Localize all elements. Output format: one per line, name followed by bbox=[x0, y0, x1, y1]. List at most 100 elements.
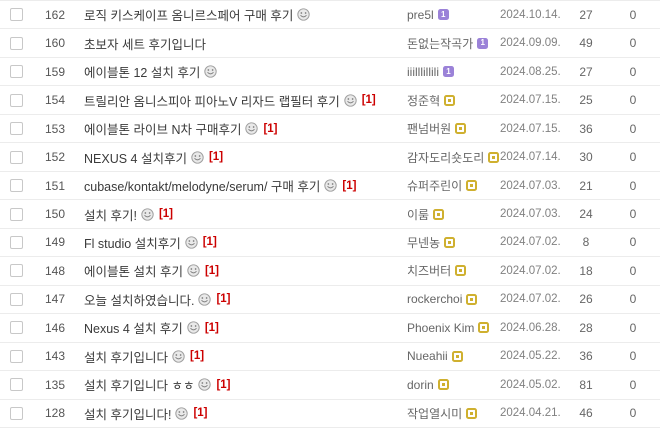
comment-count[interactable]: [1] bbox=[216, 378, 231, 391]
row-checkbox[interactable] bbox=[10, 235, 23, 249]
author-cell: 돈없는작곡가 bbox=[400, 35, 500, 52]
table-row: 149 Fl studio 설치후기 [1] 무넨농 2024.07.02. 8… bbox=[0, 228, 660, 258]
row-checkbox[interactable] bbox=[10, 150, 23, 164]
table-row: 154 트릴리안 옴니스피아 피아노V 리자드 랩필터 후기 [1] 정준혁 2… bbox=[0, 86, 660, 115]
author-link[interactable]: dorin bbox=[407, 377, 434, 392]
like-count: 0 bbox=[629, 36, 637, 51]
author-cell: 정준혁 bbox=[400, 92, 500, 109]
author-link[interactable]: iiilllillili bbox=[407, 64, 439, 79]
title-cell: 트릴리안 옴니스피아 피아노V 리자드 랩필터 후기 [1] bbox=[75, 91, 400, 110]
title-cell: Fl studio 설치후기 [1] bbox=[75, 233, 400, 252]
row-checkbox[interactable] bbox=[10, 8, 23, 22]
comment-count[interactable]: [1] bbox=[263, 122, 278, 135]
post-title-link[interactable]: 오늘 설치하였습니다. bbox=[84, 293, 195, 308]
author-link[interactable]: Phoenix Kim bbox=[407, 320, 475, 335]
view-count: 46 bbox=[579, 406, 593, 421]
post-title-link[interactable]: 트릴리안 옴니스피아 피아노V 리자드 랩필터 후기 bbox=[84, 94, 340, 109]
post-title-link[interactable]: 로직 키스케이프 옴니르스페어 구매 후기 bbox=[84, 9, 294, 24]
author-link[interactable]: 팬넘버원 bbox=[407, 122, 452, 137]
row-checkbox[interactable] bbox=[10, 93, 23, 107]
author-link[interactable]: Nueahii bbox=[407, 349, 448, 364]
post-title-link[interactable]: 설치 후기입니다! bbox=[84, 407, 172, 422]
comment-count[interactable]: [1] bbox=[204, 264, 220, 277]
table-row: 162 로직 키스케이프 옴니르스페어 구매 후기 pre5l 2024.10.… bbox=[0, 1, 660, 30]
smiley-emoticon-icon bbox=[187, 321, 200, 335]
member-level-badge-icon bbox=[433, 208, 445, 220]
like-count: 0 bbox=[629, 349, 637, 364]
smiley-emoticon-icon bbox=[191, 150, 204, 164]
post-title-link[interactable]: 에이블톤 12 설치 후기 bbox=[84, 66, 201, 81]
post-title-link[interactable]: 에이블톤 설치 후기 bbox=[84, 265, 183, 280]
smiley-emoticon-icon bbox=[324, 179, 338, 192]
checkbox-cell bbox=[0, 122, 35, 136]
row-checkbox[interactable] bbox=[10, 349, 23, 363]
comment-count[interactable]: [1] bbox=[202, 236, 217, 249]
checkbox-cell bbox=[0, 36, 35, 50]
view-count: 81 bbox=[579, 377, 593, 392]
table-row: 128 설치 후기입니다! [1] 작업열시미 2024.04.21. 46 0 bbox=[0, 399, 660, 428]
author-link[interactable]: 감자도리숏도리 bbox=[407, 150, 485, 165]
view-count: 36 bbox=[579, 121, 593, 136]
author-link[interactable]: 돈없는작곡가 bbox=[407, 36, 474, 51]
checkbox-cell bbox=[0, 8, 35, 22]
member-level-badge-icon bbox=[477, 37, 489, 49]
row-checkbox[interactable] bbox=[10, 122, 23, 136]
author-cell: dorin bbox=[400, 378, 500, 392]
author-link[interactable]: 슈퍼주린이 bbox=[407, 179, 463, 194]
row-checkbox[interactable] bbox=[10, 207, 23, 221]
title-cell: 에이블톤 12 설치 후기 bbox=[75, 62, 400, 81]
post-title-link[interactable]: 설치 후기입니다 ㅎㅎ bbox=[84, 379, 195, 394]
row-checkbox[interactable] bbox=[10, 264, 23, 278]
view-count: 21 bbox=[579, 178, 593, 193]
post-title-link[interactable]: cubase/kontakt/melodyne/serum/ 구매 후기 bbox=[84, 180, 321, 195]
row-checkbox[interactable] bbox=[10, 378, 23, 392]
title-cell: 설치 후기입니다 ㅎㅎ [1] bbox=[75, 375, 400, 394]
post-title-link[interactable]: 에이블톤 라이브 N차 구매후기 bbox=[84, 123, 242, 138]
comment-count[interactable]: [1] bbox=[342, 179, 357, 192]
author-cell: 감자도리숏도리 bbox=[400, 149, 500, 166]
row-checkbox[interactable] bbox=[10, 292, 23, 306]
post-title-link[interactable]: Fl studio 설치후기 bbox=[84, 236, 181, 251]
comment-count[interactable]: [1] bbox=[361, 94, 376, 107]
row-checkbox[interactable] bbox=[10, 65, 23, 79]
view-count: 26 bbox=[579, 292, 593, 307]
comment-count[interactable]: [1] bbox=[204, 321, 219, 334]
author-link[interactable]: 작업열시미 bbox=[407, 406, 463, 421]
comment-count[interactable]: [1] bbox=[158, 208, 174, 221]
table-row: 148 에이블톤 설치 후기 [1] 치즈버터 2024.07.02. 18 0 bbox=[0, 257, 660, 286]
row-checkbox[interactable] bbox=[10, 406, 23, 420]
post-title-link[interactable]: 설치 후기입니다 bbox=[84, 350, 168, 365]
post-title-link[interactable]: 설치 후기! bbox=[84, 208, 137, 223]
comment-count[interactable]: [1] bbox=[189, 350, 205, 363]
checkbox-cell bbox=[0, 150, 35, 164]
smiley-emoticon-icon bbox=[344, 93, 357, 107]
comment-count[interactable]: [1] bbox=[193, 407, 208, 420]
checkbox-cell bbox=[0, 264, 35, 278]
like-count: 0 bbox=[629, 235, 637, 250]
table-row: 159 에이블톤 12 설치 후기 iiilllillili 2024.08.2… bbox=[0, 57, 660, 87]
member-level-badge-icon bbox=[466, 180, 478, 192]
comment-count[interactable]: [1] bbox=[216, 293, 231, 306]
author-cell: pre5l bbox=[400, 8, 500, 22]
author-cell: iiilllillili bbox=[400, 65, 500, 79]
checkbox-cell bbox=[0, 207, 35, 221]
author-link[interactable]: 치즈버터 bbox=[407, 264, 452, 279]
author-link[interactable]: 무넨농 bbox=[407, 235, 441, 250]
author-link[interactable]: pre5l bbox=[407, 7, 434, 22]
post-title-link[interactable]: Nexus 4 설치 후기 bbox=[84, 322, 183, 337]
row-checkbox[interactable] bbox=[10, 321, 23, 335]
post-number: 152 bbox=[44, 150, 66, 165]
author-link[interactable]: rockerchoi bbox=[407, 292, 463, 307]
comment-count[interactable]: [1] bbox=[208, 151, 224, 164]
member-level-badge-icon bbox=[443, 66, 454, 78]
row-checkbox[interactable] bbox=[10, 179, 23, 193]
post-title-link[interactable]: 초보자 세트 후기입니다 bbox=[84, 37, 206, 52]
author-link[interactable]: 정준혁 bbox=[407, 93, 441, 108]
post-title-link[interactable]: NEXUS 4 설치후기 bbox=[84, 151, 187, 166]
member-level-badge-icon bbox=[455, 265, 467, 277]
checkbox-cell bbox=[0, 65, 35, 79]
row-checkbox[interactable] bbox=[10, 36, 23, 50]
like-count: 0 bbox=[629, 263, 637, 278]
title-cell: 에이블톤 설치 후기 [1] bbox=[75, 261, 400, 280]
author-link[interactable]: 이룸 bbox=[407, 207, 430, 222]
